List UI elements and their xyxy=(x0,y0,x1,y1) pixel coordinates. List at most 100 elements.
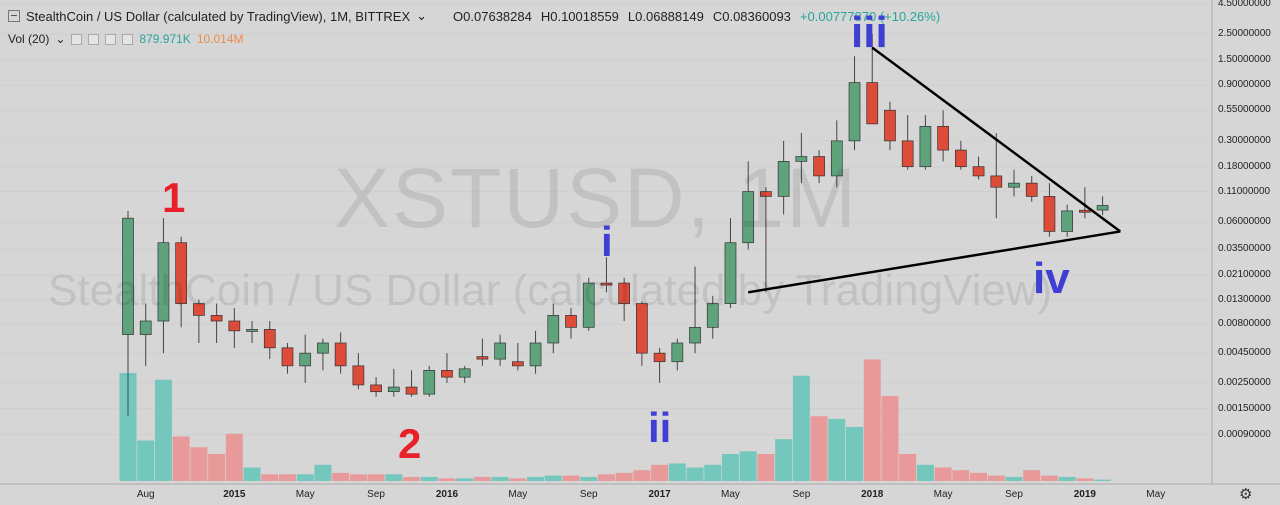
volume-bar xyxy=(597,474,615,481)
time-tick-label: May xyxy=(933,489,953,500)
candle-body xyxy=(1043,196,1056,232)
time-tick-label: 2019 xyxy=(1073,489,1096,500)
volume-bar xyxy=(296,474,314,481)
volume-bar xyxy=(863,359,881,481)
volume-legend: Vol (20) ⌄ 879.971K 10.014M xyxy=(8,32,244,46)
symbol-title[interactable]: StealthCoin / US Dollar (calculated by T… xyxy=(26,8,411,24)
candle-body xyxy=(830,140,843,177)
wave-label-iv: iv xyxy=(1033,254,1070,303)
candle-body xyxy=(742,191,755,244)
candle-body xyxy=(494,342,506,360)
candle-body xyxy=(937,125,949,151)
volume-bar xyxy=(1058,476,1076,481)
volume-bar xyxy=(757,454,775,481)
time-tick-label: Aug xyxy=(136,489,155,500)
close-value: C0.08360093 xyxy=(712,8,791,24)
chevron-down-icon[interactable]: ⌄ xyxy=(55,32,66,46)
candle-body xyxy=(795,156,808,162)
candle-body xyxy=(334,342,347,367)
volume-bar xyxy=(278,474,296,481)
chevron-down-icon[interactable]: ⌄ xyxy=(416,8,428,23)
volume-bar xyxy=(970,472,988,481)
time-tick-label: May xyxy=(295,489,315,500)
volume-label[interactable]: Vol (20) xyxy=(8,32,50,46)
volume-bar xyxy=(686,467,704,481)
remove-icon[interactable] xyxy=(105,33,117,45)
candle-body xyxy=(1025,182,1038,197)
volume-bar xyxy=(544,475,562,481)
candle-body xyxy=(1079,209,1091,213)
candle-body xyxy=(139,320,152,335)
volume-bar xyxy=(1040,475,1058,481)
volume-bar xyxy=(527,476,545,481)
candle-body xyxy=(405,386,418,395)
candle-body xyxy=(511,361,524,367)
volume-bar xyxy=(775,439,793,481)
price-tick-label: 0.30000000 xyxy=(1218,134,1271,146)
volume-bar xyxy=(792,375,810,481)
open-value: O0.07638284 xyxy=(453,8,532,24)
volume-bar xyxy=(881,395,899,481)
candle-body xyxy=(122,217,134,335)
candle-body xyxy=(458,368,471,378)
candle-body xyxy=(228,320,241,332)
volume-bar xyxy=(491,476,509,481)
time-tick-label: Sep xyxy=(1005,489,1023,500)
volume-value: 879.971K xyxy=(139,32,191,46)
volume-bar xyxy=(208,454,226,481)
candle-body xyxy=(387,386,400,393)
candle-body xyxy=(954,149,967,168)
candle-body xyxy=(848,82,861,142)
volume-bar xyxy=(1094,479,1112,481)
candle-body xyxy=(157,242,170,322)
price-tick-label: 0.11000000 xyxy=(1218,185,1271,197)
candle-body xyxy=(1008,182,1020,188)
candle-body xyxy=(352,365,365,386)
volume-bar xyxy=(899,454,917,481)
gear-icon[interactable]: ⚙ xyxy=(1239,486,1253,503)
collapse-icon[interactable] xyxy=(8,10,20,22)
candle-body xyxy=(813,156,825,177)
wave-label-1: 1 xyxy=(162,174,186,221)
more-icon[interactable] xyxy=(122,33,134,45)
volume-bar xyxy=(615,472,633,481)
chart-header: StealthCoin / US Dollar (calculated by T… xyxy=(8,8,940,24)
time-tick-label: May xyxy=(508,489,528,500)
candle-body xyxy=(671,342,684,363)
candle-body xyxy=(317,342,329,354)
price-tick-label: 0.03500000 xyxy=(1218,243,1271,255)
volume-bar xyxy=(403,476,421,481)
volume-bar xyxy=(225,433,243,481)
price-tick-label: 0.00250000 xyxy=(1218,376,1271,388)
price-tick-label: 0.01300000 xyxy=(1218,293,1271,305)
volume-bar xyxy=(704,464,722,481)
candle-body xyxy=(777,161,790,197)
candle-body xyxy=(175,242,188,304)
price-tick-label: 0.00450000 xyxy=(1218,347,1271,359)
time-tick-label: Sep xyxy=(579,489,598,500)
volume-bar xyxy=(190,447,208,481)
settings-small-icon[interactable] xyxy=(88,33,100,45)
chart-grid xyxy=(0,3,1212,436)
volume-ma-value: 10.014M xyxy=(196,32,244,46)
volume-bar xyxy=(934,467,952,481)
time-tick-label: Sep xyxy=(367,489,385,500)
price-tick-label: 0.06000000 xyxy=(1218,216,1271,228)
candle-body xyxy=(281,347,294,367)
candle-body xyxy=(901,140,914,168)
visibility-icon[interactable] xyxy=(71,33,83,45)
candle-body xyxy=(990,175,1003,188)
candle-body xyxy=(1096,205,1109,211)
candle-body xyxy=(210,315,223,322)
price-tick-label: 2.50000000 xyxy=(1218,27,1271,39)
price-tick-label: 4.50000000 xyxy=(1218,0,1271,9)
volume-bar xyxy=(828,418,846,481)
volume-bar xyxy=(119,373,137,481)
volume-bar xyxy=(952,470,970,481)
price-tick-label: 0.00090000 xyxy=(1218,428,1271,440)
volume-bar xyxy=(367,474,385,481)
volume-bar xyxy=(668,463,686,481)
candle-body xyxy=(884,109,896,142)
candle-body xyxy=(866,82,879,125)
